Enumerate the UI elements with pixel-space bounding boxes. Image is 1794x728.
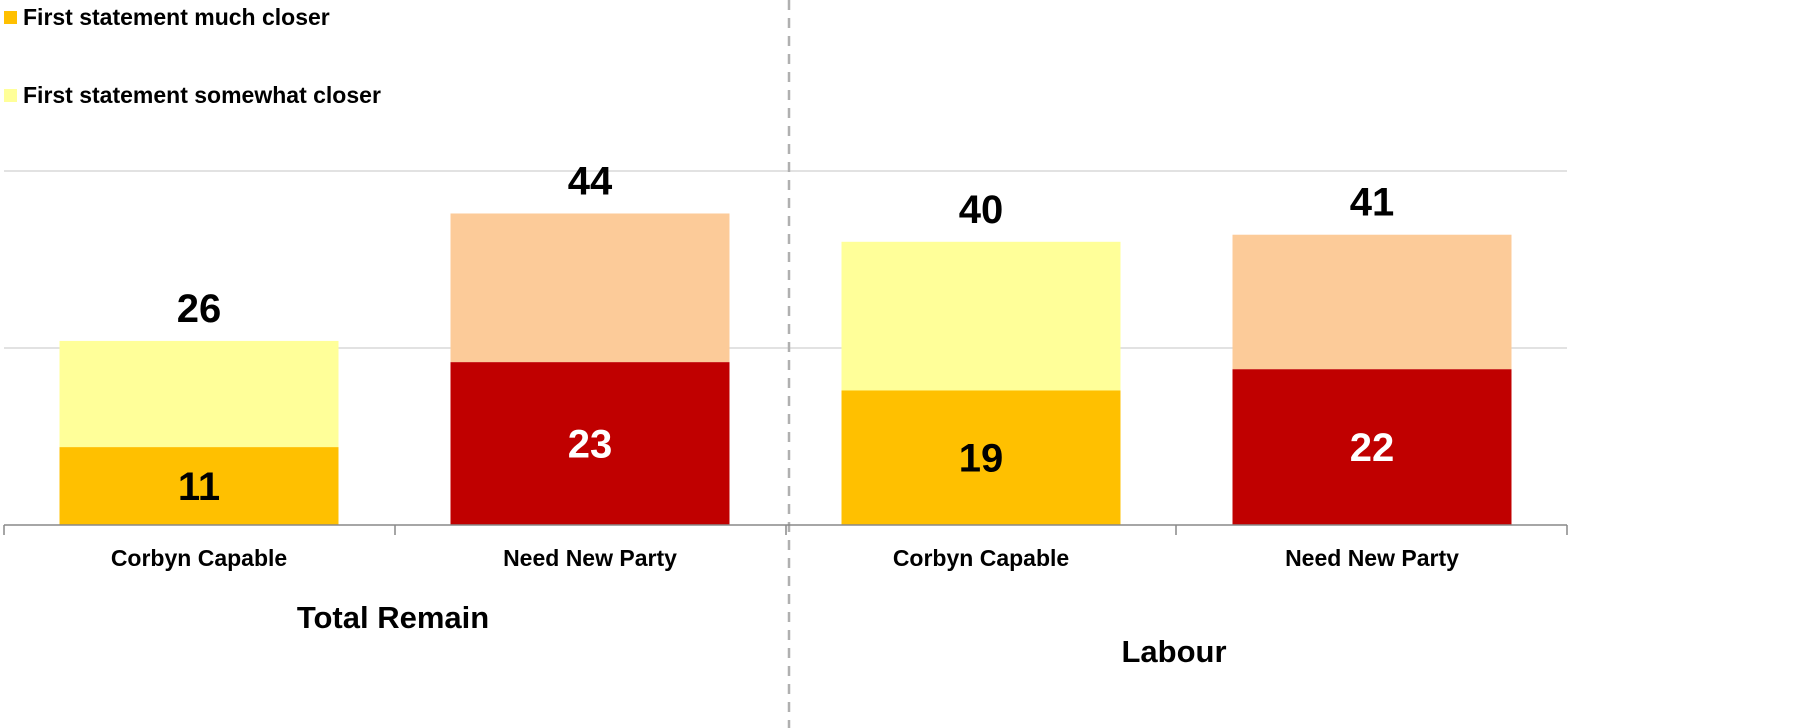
legend-item-much-closer: First statement much closer: [4, 4, 330, 31]
bar-total-label: 44: [568, 159, 613, 203]
legend-swatch-much-closer: [4, 11, 17, 24]
bar-segment-much-closer: [450, 362, 730, 525]
bar-segment-somewhat-closer: [59, 340, 339, 448]
bar-much-value-label: 19: [959, 437, 1004, 481]
legend-item-somewhat-closer: First statement somewhat closer: [4, 82, 381, 109]
category-label: Need New Party: [1285, 545, 1459, 571]
group-label: Total Remain: [297, 600, 489, 635]
legend-label-much-closer: First statement much closer: [23, 4, 330, 30]
category-label: Corbyn Capable: [111, 545, 287, 571]
bar-total-label: 41: [1350, 181, 1395, 225]
bar-segment-somewhat-closer: [1232, 234, 1512, 370]
bar-segment-somewhat-closer: [841, 241, 1121, 391]
bar-total-label: 40: [959, 188, 1004, 232]
legend-swatch-somewhat-closer: [4, 89, 17, 102]
group-label: Labour: [1121, 634, 1226, 669]
bar-segment-much-closer: [59, 447, 339, 525]
category-label: Corbyn Capable: [893, 545, 1069, 571]
legend-label-somewhat-closer: First statement somewhat closer: [23, 82, 381, 108]
bar-much-value-label: 11: [178, 465, 220, 509]
bar-segment-somewhat-closer: [450, 213, 730, 363]
category-label: Need New Party: [503, 545, 677, 571]
bar-segment-much-closer: [1232, 369, 1512, 525]
bar-total-label: 26: [177, 287, 222, 331]
bar-much-value-label: 23: [568, 423, 613, 467]
bar-segment-much-closer: [841, 390, 1121, 525]
bar-much-value-label: 22: [1350, 426, 1395, 470]
